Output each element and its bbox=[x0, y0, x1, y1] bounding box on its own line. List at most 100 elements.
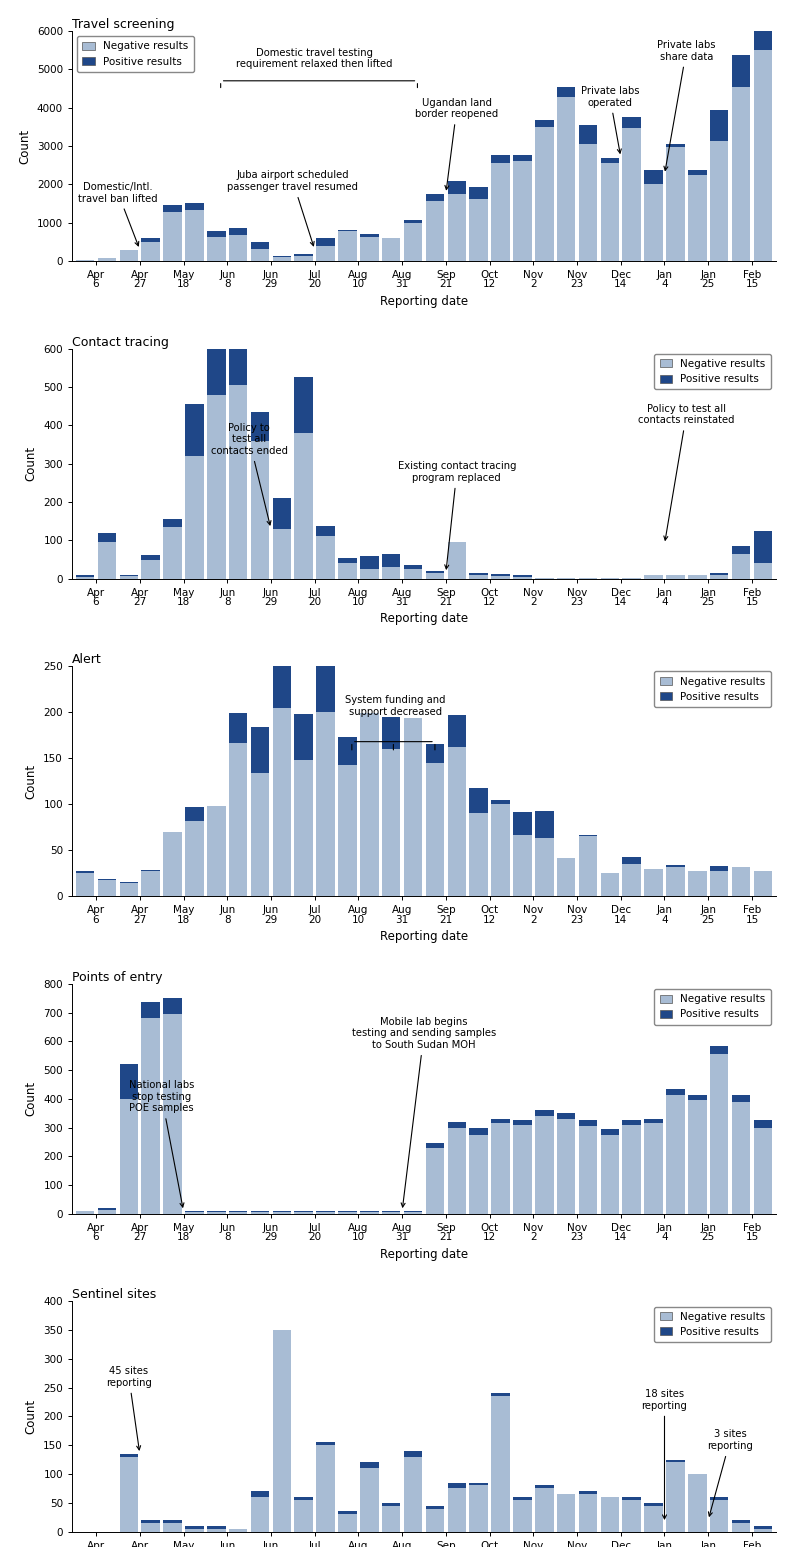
Bar bbox=[666, 144, 685, 147]
Text: Juba airport scheduled
passenger travel resumed: Juba airport scheduled passenger travel … bbox=[227, 170, 358, 246]
Bar bbox=[338, 1515, 357, 1532]
Bar bbox=[404, 1457, 422, 1532]
Bar bbox=[360, 237, 378, 261]
Bar bbox=[754, 1128, 772, 1214]
Bar bbox=[622, 128, 641, 261]
Bar bbox=[710, 866, 729, 871]
Bar bbox=[382, 716, 401, 749]
Bar bbox=[250, 774, 270, 896]
Bar bbox=[710, 1046, 729, 1054]
Bar bbox=[142, 1002, 160, 1018]
Bar bbox=[710, 871, 729, 896]
Bar bbox=[535, 1111, 554, 1115]
Bar bbox=[185, 821, 204, 896]
Bar bbox=[754, 531, 772, 563]
Bar bbox=[338, 231, 357, 261]
Bar bbox=[666, 1460, 685, 1462]
Bar bbox=[491, 1123, 510, 1214]
Text: Travel screening: Travel screening bbox=[72, 19, 174, 31]
Bar bbox=[316, 667, 335, 712]
Bar bbox=[76, 577, 94, 579]
Bar bbox=[666, 866, 685, 896]
Bar bbox=[688, 575, 706, 579]
Bar bbox=[666, 1462, 685, 1532]
Bar bbox=[229, 385, 247, 579]
Bar bbox=[98, 880, 116, 896]
Bar bbox=[491, 1394, 510, 1397]
Bar bbox=[294, 715, 313, 760]
Bar bbox=[491, 574, 510, 575]
Bar bbox=[119, 575, 138, 579]
Bar bbox=[316, 535, 335, 579]
Bar bbox=[513, 1501, 532, 1532]
Bar bbox=[119, 1454, 138, 1457]
Bar bbox=[250, 412, 270, 441]
Legend: Negative results, Positive results: Negative results, Positive results bbox=[654, 1307, 770, 1343]
Bar bbox=[273, 659, 291, 707]
Bar bbox=[142, 560, 160, 579]
Bar bbox=[98, 543, 116, 579]
Bar bbox=[294, 433, 313, 579]
Bar bbox=[601, 1497, 619, 1532]
Bar bbox=[185, 1528, 204, 1532]
Bar bbox=[294, 760, 313, 896]
Bar bbox=[578, 1126, 598, 1214]
Bar bbox=[250, 727, 270, 774]
Bar bbox=[426, 1143, 444, 1148]
Bar bbox=[447, 715, 466, 747]
Text: Private labs
operated: Private labs operated bbox=[581, 87, 639, 153]
Bar bbox=[666, 147, 685, 261]
Bar bbox=[732, 866, 750, 896]
Bar bbox=[382, 554, 401, 568]
Bar bbox=[447, 543, 466, 579]
Bar bbox=[250, 243, 270, 249]
Bar bbox=[76, 874, 94, 896]
Bar bbox=[732, 554, 750, 579]
Bar bbox=[535, 838, 554, 896]
Bar bbox=[250, 1497, 270, 1532]
Bar bbox=[250, 441, 270, 579]
Bar bbox=[447, 747, 466, 896]
Bar bbox=[426, 1505, 444, 1508]
Bar bbox=[710, 110, 729, 141]
Bar bbox=[578, 125, 598, 144]
Bar bbox=[578, 1120, 598, 1126]
Bar bbox=[470, 572, 488, 575]
Text: Existing contact tracing
program replaced: Existing contact tracing program replace… bbox=[398, 461, 516, 569]
Bar bbox=[688, 175, 706, 261]
X-axis label: Reporting date: Reporting date bbox=[380, 930, 468, 944]
Bar bbox=[578, 1494, 598, 1532]
Bar bbox=[557, 1118, 575, 1214]
Bar bbox=[557, 857, 575, 896]
Bar bbox=[622, 1125, 641, 1214]
Bar bbox=[513, 812, 532, 835]
Bar bbox=[491, 800, 510, 804]
Bar bbox=[557, 97, 575, 261]
Text: Policy to test all
contacts reinstated: Policy to test all contacts reinstated bbox=[638, 404, 734, 540]
Bar bbox=[163, 832, 182, 896]
Bar bbox=[754, 1525, 772, 1528]
X-axis label: Reporting date: Reporting date bbox=[380, 295, 468, 308]
Bar bbox=[513, 835, 532, 896]
Bar bbox=[404, 565, 422, 569]
Bar bbox=[185, 404, 204, 456]
Bar bbox=[644, 170, 663, 184]
Bar bbox=[142, 554, 160, 560]
Bar bbox=[338, 736, 357, 764]
Bar bbox=[250, 1491, 270, 1497]
Bar bbox=[470, 787, 488, 814]
Bar bbox=[622, 1120, 641, 1125]
Bar bbox=[426, 571, 444, 572]
Bar bbox=[294, 254, 313, 255]
Bar bbox=[382, 1505, 401, 1532]
Legend: Negative results, Positive results: Negative results, Positive results bbox=[654, 989, 770, 1024]
Bar bbox=[732, 1101, 750, 1214]
Bar bbox=[513, 161, 532, 261]
Bar bbox=[360, 1468, 378, 1532]
Bar bbox=[119, 251, 138, 261]
Bar bbox=[360, 555, 378, 569]
Bar bbox=[382, 238, 401, 261]
Bar bbox=[382, 749, 401, 896]
Bar bbox=[688, 871, 706, 896]
Bar bbox=[316, 1445, 335, 1532]
